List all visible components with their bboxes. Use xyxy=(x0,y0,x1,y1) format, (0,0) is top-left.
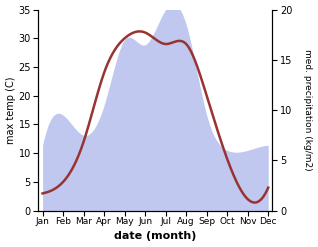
X-axis label: date (month): date (month) xyxy=(114,231,197,242)
Y-axis label: max temp (C): max temp (C) xyxy=(5,76,16,144)
Y-axis label: med. precipitation (kg/m2): med. precipitation (kg/m2) xyxy=(303,49,313,171)
